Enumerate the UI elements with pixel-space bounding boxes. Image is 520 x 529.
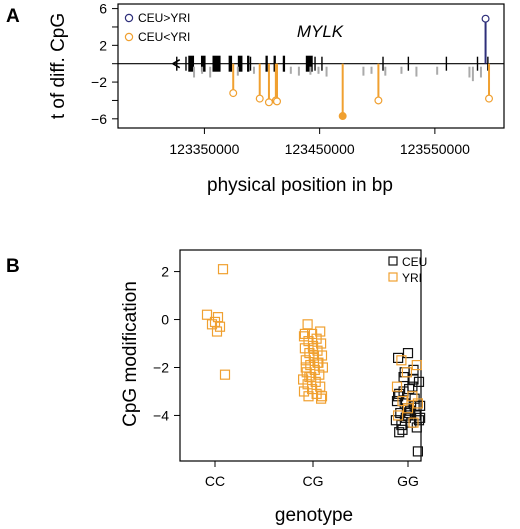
yri-point [393,410,404,421]
exon-block [228,55,233,72]
exon-block [237,55,243,72]
legend-label-ceu-lt-yri: CEU<YRI [138,30,190,44]
panel-a-x-tick-label: 123450000 [285,141,355,157]
ceu-point [413,415,425,426]
ceu-point [402,348,414,359]
panel-a-x-axis: 123350000 123450000 123550000 [169,128,470,157]
yri-point [408,417,419,428]
panel-b: B CEU YRI 2 0 −2 −4 CC CG GG genotype CpG mod… [6,249,427,526]
ceu-lt-yri-point [485,94,494,103]
yri-point [401,367,412,378]
legend-label-yri: YRI [402,271,422,285]
ceu-lt-yri-point [338,112,347,121]
panel-b-y-tick-label: 0 [161,312,169,328]
ceu-lt-yri-point [273,97,282,106]
yri-point [217,264,229,275]
yri-point [315,326,326,337]
panel-b-x-axis-title: genotype [275,505,353,526]
ceu-lt-yri-point [374,96,383,105]
yri-point [407,391,418,402]
gene-label: MYLK [297,22,344,41]
legend-marker-ceu-lt-yri [124,32,134,42]
ceu-lt-yri-point [255,94,264,103]
yri-point [397,395,408,407]
exon-block [282,55,286,72]
yri-point [300,362,311,373]
yri-point [302,319,313,330]
panel-a-y-tick-label: 6 [99,1,107,17]
panel-b-x-tick-label: CC [205,473,225,489]
yri-point [314,369,325,380]
yri-point [303,391,314,402]
ceu-point [408,374,419,385]
panel-b-letter: B [6,256,20,277]
yri-point [391,381,403,392]
gene-model [118,55,504,72]
panel-a-plot-frame [117,3,505,129]
ceu-point [394,427,405,438]
panel-b-y-axis: 2 0 −2 −4 [153,264,180,423]
exon-block [265,55,268,72]
exon-block [188,55,195,72]
panel-a-y-tick-label: −2 [91,74,107,90]
legend-marker-yri [388,272,398,282]
yri-point [299,328,310,340]
exon-block [200,55,206,72]
panel-b-legend: CEU YRI [388,255,427,285]
panel-b-x-axis: CC CG GG [205,461,419,489]
panel-a-y-axis: 6 2 −2 −6 [91,1,118,127]
panel-a-y-axis-title: t of diff. CpG [48,13,69,119]
yri-point [312,357,323,368]
panel-b-x-tick-label: GG [397,473,419,489]
ceu-point [405,405,416,416]
panel-a-x-tick-label: 123350000 [169,141,239,157]
panel-a-letter: A [6,6,20,27]
ceu-gt-yri-point [481,14,490,23]
panel-b-plot-frame [179,249,422,462]
exon-block [305,55,313,72]
panel-b-y-tick-label: 2 [161,264,169,280]
yri-point [308,350,319,361]
panel-a-marks [193,14,494,121]
legend-label-ceu-gt-yri: CEU>YRI [138,11,190,25]
exon-block [273,55,276,72]
legend-marker-ceu-gt-yri [124,13,134,23]
yri-point [219,369,231,380]
panel-a-y-tick-label: −6 [91,111,107,127]
yri-point [307,343,319,354]
legend-label-ceu: CEU [402,255,427,269]
panel-b-marks [201,264,426,457]
ceu-point [397,424,408,435]
ceu-lt-yri-point [264,98,273,107]
panel-a-y-tick-label: 2 [99,37,107,53]
panel-a-legend: CEU>YRI CEU<YRI [124,11,190,44]
yri-point [316,391,328,402]
ceu-point [412,446,423,457]
panel-a-x-tick-label: 123550000 [400,141,470,157]
yri-point [316,393,327,404]
ceu-lt-yri-point [229,89,238,98]
panel-b-x-tick-label: CG [303,473,324,489]
ceu-point [393,352,404,363]
legend-marker-ceu [388,256,398,266]
panel-b-y-tick-label: −2 [153,359,169,375]
panel-b-y-tick-label: −4 [153,407,169,423]
yri-point [396,355,407,366]
panel-a: A MYLK CEU>YRI CEU<YRI 62−2−6 123350000 1… [6,1,505,196]
panel-b-y-axis-title: CpG modification [120,281,141,427]
yri-point [412,398,423,409]
yri-point [211,326,223,337]
exon-block [212,55,221,72]
yri-point [402,403,414,414]
yri-point [411,359,422,371]
exon-block [247,55,250,72]
panel-a-x-axis-title: physical position in bp [207,175,393,196]
